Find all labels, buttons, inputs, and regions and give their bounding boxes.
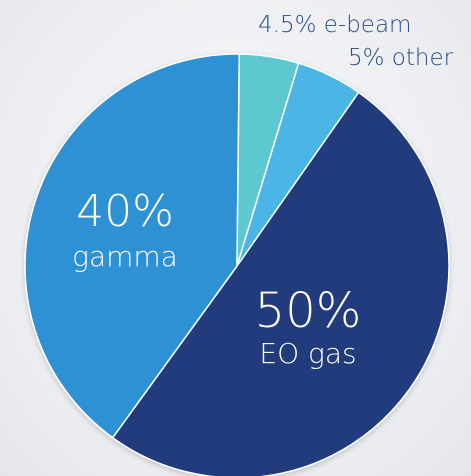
e-beam-outside-label: 4.5% e-beam — [258, 12, 411, 38]
eo-gas-percent-label: 50% — [255, 283, 362, 339]
pie-slices — [24, 53, 450, 476]
other-outside-label: 5% other — [348, 45, 454, 71]
gamma-percent-label: 40% — [76, 186, 174, 237]
pie-slice-gamma — [24, 53, 241, 439]
pie-slice-other — [236, 62, 360, 267]
pie-slice-eo-gas — [111, 91, 450, 476]
eo-gas-name-label: EO gas — [259, 337, 356, 370]
gamma-name-label: gamma — [72, 240, 178, 273]
